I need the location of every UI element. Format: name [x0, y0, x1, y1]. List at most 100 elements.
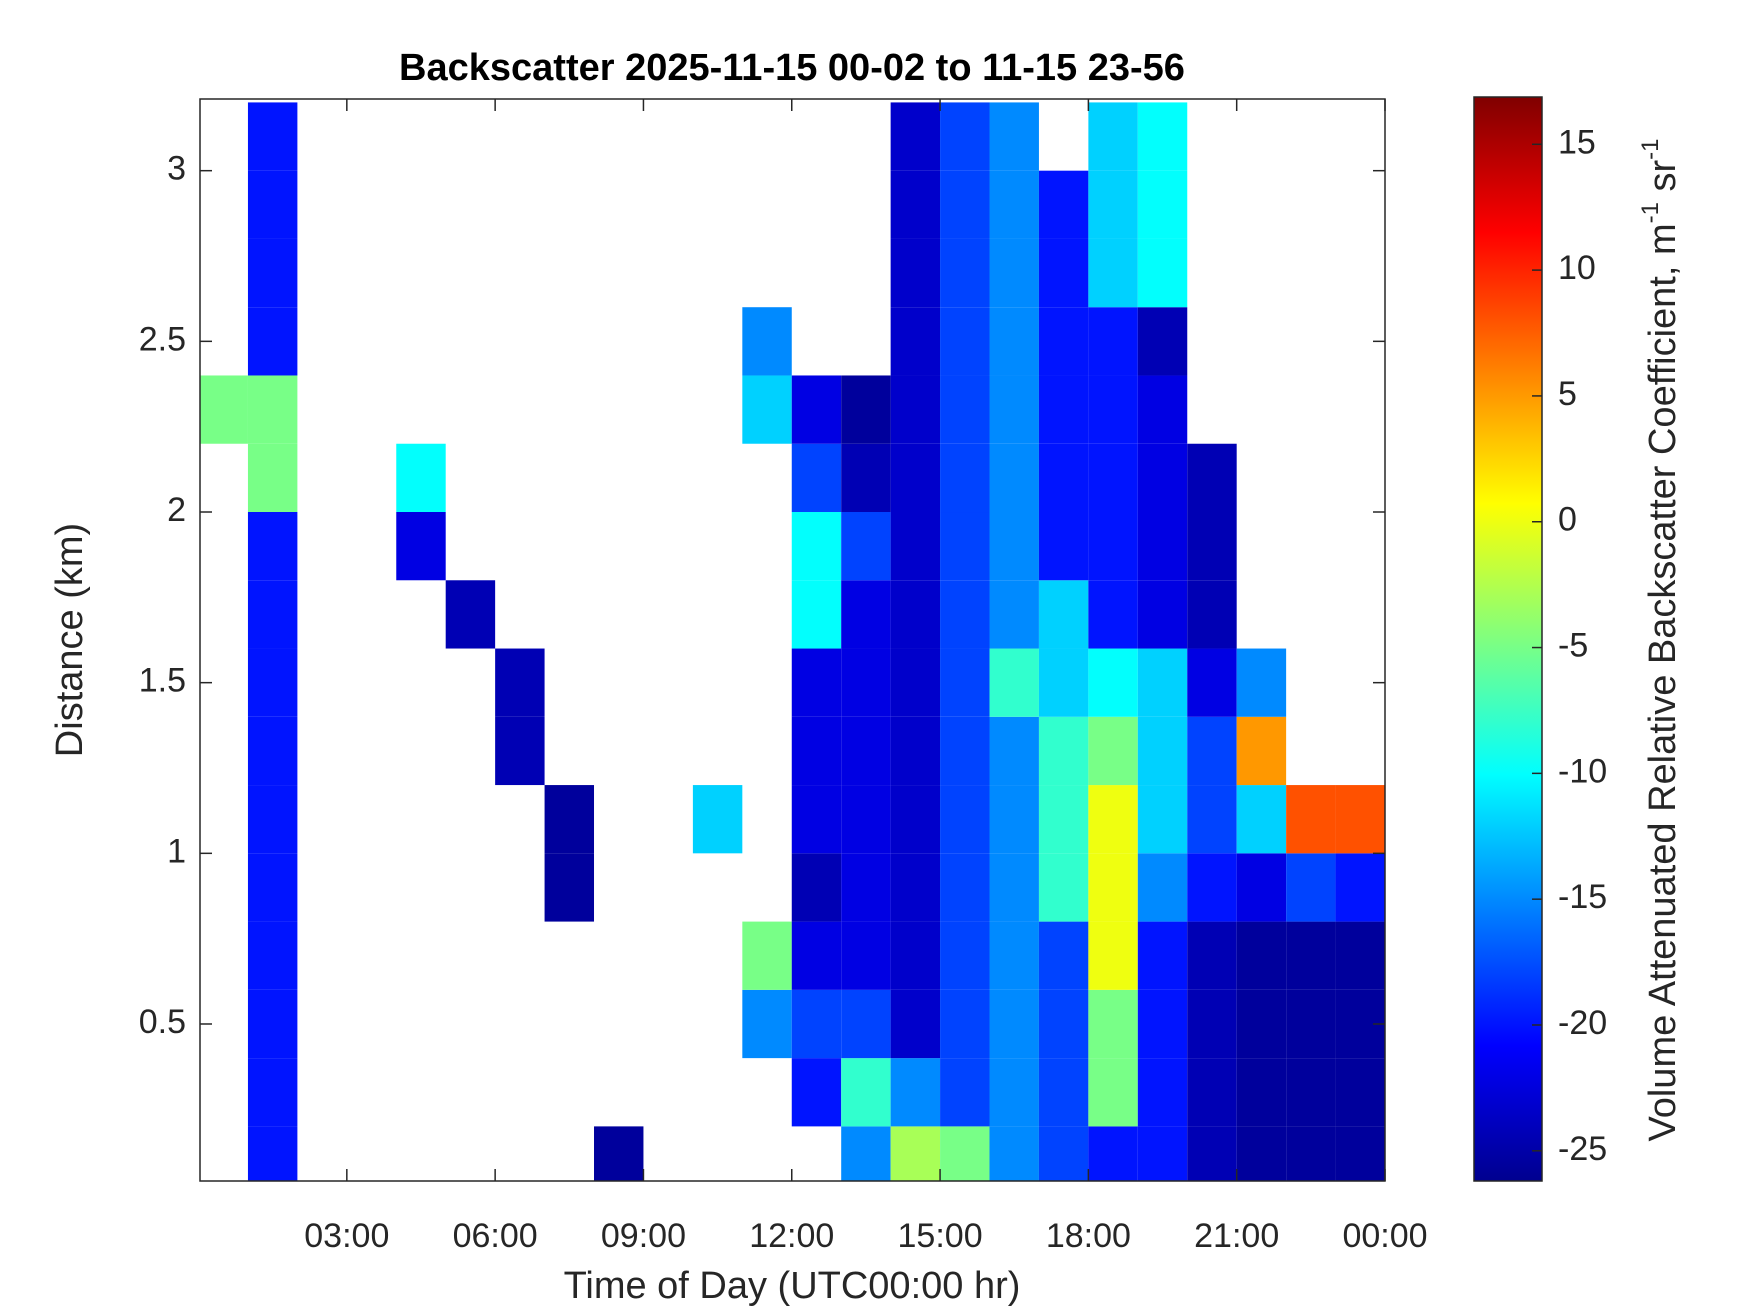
heatmap-cell	[841, 989, 891, 1059]
heatmap-cell	[247, 170, 298, 239]
heatmap-cell	[1187, 989, 1237, 1059]
heatmap-cell	[1137, 785, 1188, 854]
heatmap-cell	[1286, 853, 1336, 922]
heatmap-cell	[1038, 307, 1089, 376]
heatmap-cell	[1038, 716, 1089, 786]
heatmap-cell	[247, 989, 298, 1059]
heatmap-cell	[1187, 785, 1237, 854]
heatmap-cell	[1236, 716, 1287, 786]
heatmap-cell	[940, 989, 990, 1059]
heatmap-cell	[1038, 648, 1089, 717]
heatmap-cell	[841, 512, 891, 581]
heatmap-cell	[1187, 716, 1237, 786]
heatmap-cell	[247, 238, 298, 308]
heatmap-cell	[1038, 1126, 1089, 1181]
heatmap-cell	[1088, 785, 1138, 854]
heatmap-cell	[1088, 238, 1138, 308]
heatmap-cell	[1187, 1058, 1237, 1127]
heatmap-cell	[1088, 580, 1138, 649]
heatmap-cell	[1137, 443, 1188, 513]
heatmap-cell	[1088, 443, 1138, 513]
heatmap-cell	[1038, 785, 1089, 854]
heatmap-cell	[989, 307, 1039, 376]
heatmap-cell	[890, 785, 941, 854]
x-tick-label: 18:00	[1046, 1217, 1131, 1255]
heatmap-cell	[544, 853, 595, 922]
heatmap-cell	[791, 648, 842, 717]
heatmap-cell	[1187, 853, 1237, 922]
heatmap-cell	[247, 307, 298, 376]
heatmap-cell	[989, 1058, 1039, 1127]
heatmap-cell	[1137, 716, 1188, 786]
heatmap-cell	[989, 785, 1039, 854]
heatmap-cell	[1088, 1126, 1138, 1181]
heatmap-cell	[940, 1126, 990, 1181]
heatmap-cell	[791, 989, 842, 1059]
heatmap-cell	[890, 1058, 941, 1127]
heatmap-cell	[247, 853, 298, 922]
heatmap-cell	[890, 307, 941, 376]
heatmap-cell	[544, 785, 595, 854]
x-axis-label: Time of Day (UTC00:00 hr)	[564, 1265, 1021, 1307]
heatmap-cell	[1088, 102, 1138, 171]
heatmap-cell	[1236, 921, 1287, 990]
heatmap-cell	[791, 512, 842, 581]
heatmap-cell	[1038, 170, 1089, 239]
heatmap-cell	[841, 716, 891, 786]
colorbar-tick-label: 10	[1558, 249, 1596, 287]
heatmap-cell	[940, 716, 990, 786]
heatmap-cell	[1236, 1126, 1287, 1181]
heatmap-cell	[594, 1126, 644, 1181]
heatmap-cell	[791, 443, 842, 513]
heatmap-cell	[1088, 1058, 1138, 1127]
heatmap-cell	[940, 102, 990, 171]
heatmap-cell	[940, 307, 990, 376]
heatmap-cell	[1038, 921, 1089, 990]
colorbar-label-text: Volume Attenuated Relative Backscatter C…	[1642, 223, 1684, 1141]
heatmap-cell	[247, 102, 298, 171]
heatmap	[200, 102, 1385, 1181]
heatmap-cell	[1088, 375, 1138, 444]
y-tick-label: 0.5	[139, 1003, 186, 1041]
heatmap-cell	[1038, 580, 1089, 649]
heatmap-cell	[1088, 512, 1138, 581]
heatmap-cell	[1236, 648, 1287, 717]
heatmap-cell	[1236, 1058, 1287, 1127]
heatmap-cell	[1038, 989, 1089, 1059]
colorbar-label-sup: -1	[1637, 202, 1664, 223]
heatmap-cell	[1038, 375, 1089, 444]
heatmap-cell	[989, 238, 1039, 308]
heatmap-cell	[989, 580, 1039, 649]
heatmap-cell	[1187, 648, 1237, 717]
heatmap-cell	[247, 716, 298, 786]
heatmap-cell	[989, 512, 1039, 581]
heatmap-cell	[1236, 989, 1287, 1059]
y-tick-label: 2.5	[139, 320, 186, 358]
heatmap-cell	[247, 1126, 298, 1181]
heatmap-cell	[890, 1126, 941, 1181]
heatmap-cell	[989, 989, 1039, 1059]
heatmap-cell	[890, 921, 941, 990]
colorbar-tick-label: -15	[1558, 878, 1607, 916]
heatmap-cell	[890, 716, 941, 786]
heatmap-cell	[742, 921, 792, 990]
y-tick-label: 1.5	[139, 662, 186, 700]
heatmap-cell	[1335, 785, 1385, 854]
heatmap-cell	[791, 375, 842, 444]
y-tick-label: 3	[167, 150, 186, 188]
heatmap-cell	[890, 170, 941, 239]
heatmap-cell	[1187, 921, 1237, 990]
heatmap-cell	[1187, 1126, 1237, 1181]
heatmap-cell	[1187, 512, 1237, 581]
heatmap-cell	[841, 1058, 891, 1127]
heatmap-cell	[1187, 443, 1237, 513]
heatmap-cell	[890, 238, 941, 308]
heatmap-cell	[940, 170, 990, 239]
heatmap-cell	[247, 580, 298, 649]
heatmap-cell	[1137, 307, 1188, 376]
heatmap-cell	[890, 989, 941, 1059]
heatmap-cell	[1236, 853, 1287, 922]
heatmap-cell	[247, 512, 298, 581]
heatmap-cell	[989, 648, 1039, 717]
heatmap-cell	[890, 102, 941, 171]
